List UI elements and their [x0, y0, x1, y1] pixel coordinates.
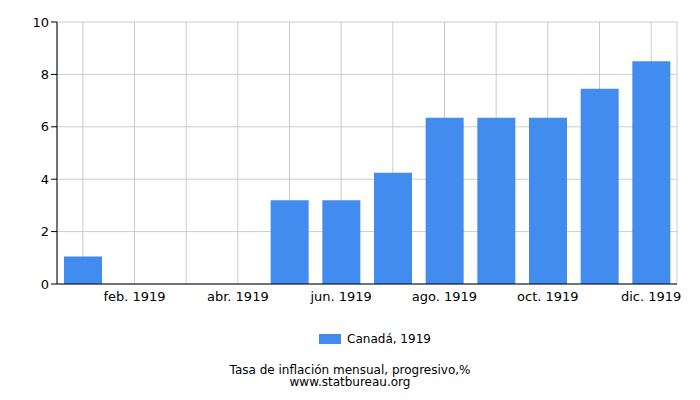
svg-text:0: 0	[41, 277, 49, 292]
svg-text:oct. 1919: oct. 1919	[517, 289, 579, 304]
svg-text:dic. 1919: dic. 1919	[621, 289, 681, 304]
html-text:Canadá, 1919: Canadá, 1919	[347, 332, 431, 346]
svg-text:4: 4	[41, 172, 49, 187]
html-text:www.statbureau.org: www.statbureau.org	[289, 375, 411, 389]
svg-text:feb. 1919: feb. 1919	[103, 289, 165, 304]
html-text:Tasa de inflación mensual, pro: Tasa de inflación mensual, progresivo,%	[229, 363, 471, 377]
svg-text:8: 8	[41, 67, 49, 82]
svg-text:10: 10	[32, 15, 49, 30]
svg-text:jun. 1919: jun. 1919	[309, 289, 371, 304]
svg-text:ago. 1919: ago. 1919	[412, 289, 477, 304]
svg-text:6: 6	[41, 119, 49, 134]
svg-text:abr. 1919: abr. 1919	[207, 289, 269, 304]
svg-text:2: 2	[41, 224, 49, 239]
